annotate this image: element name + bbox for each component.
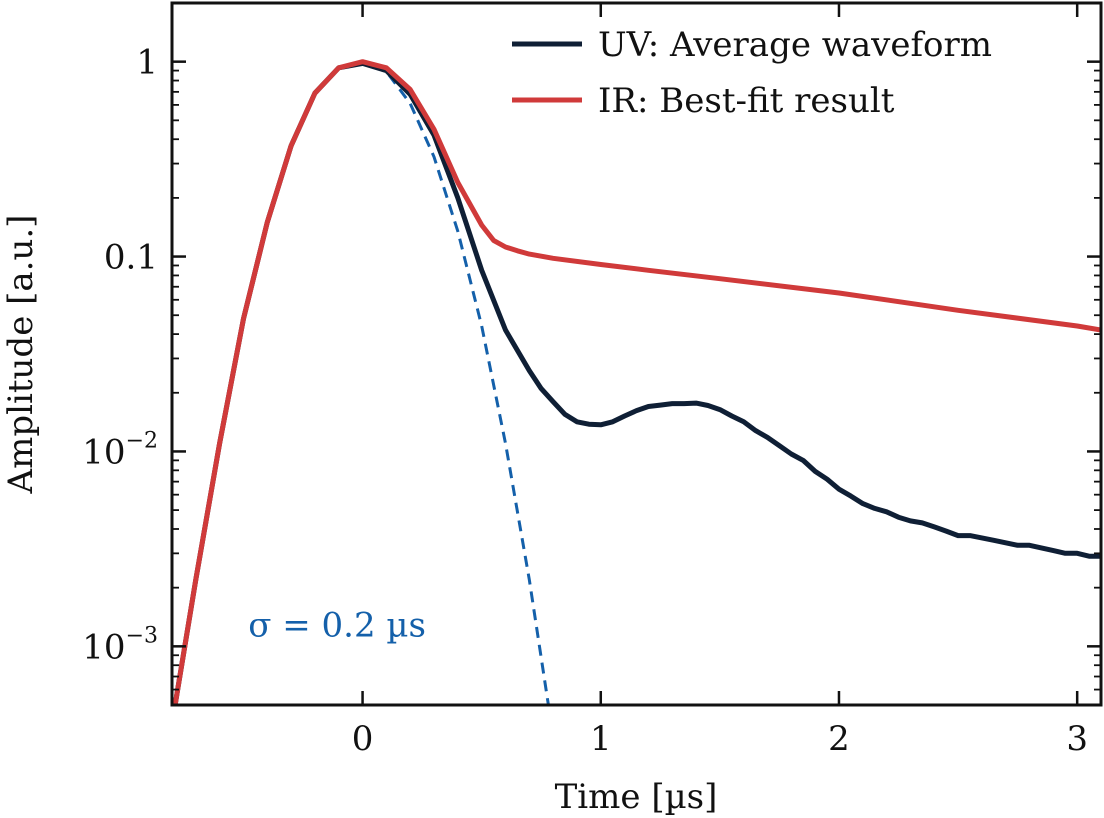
- legend-label: IR: Best-fit result: [598, 81, 895, 121]
- x-tick-label: 0: [352, 719, 374, 759]
- series-line-uv-average-waveform: [172, 60, 1101, 705]
- y-tick-label: 10−3: [82, 623, 158, 667]
- y-tick-label: 0.1: [104, 238, 158, 278]
- y-axis-label: Amplitude [a.u.]: [1, 215, 41, 495]
- series-line-ir-best-fit-result: [172, 59, 1101, 705]
- y-tick-label: 10−2: [82, 428, 158, 472]
- y-tick-label: 1: [136, 43, 158, 83]
- legend-label: UV: Average waveform: [598, 25, 992, 65]
- x-tick-label: 3: [1066, 719, 1088, 759]
- series-layer: [172, 59, 1101, 705]
- sigma-annotation: σ = 0.2 µs: [248, 606, 426, 646]
- legend: UV: Average waveform IR: Best-fit result: [512, 25, 992, 121]
- x-tick-label: 1: [590, 719, 612, 759]
- x-tick-label: 2: [828, 719, 850, 759]
- ticks-layer: 0 1 2 3 1 0.1 10−2 10−3: [82, 2, 1101, 759]
- plot-frame: [170, 1, 1103, 707]
- annotations: σ = 0.2 µs: [248, 606, 426, 646]
- x-axis-label: Time [µs]: [555, 777, 718, 817]
